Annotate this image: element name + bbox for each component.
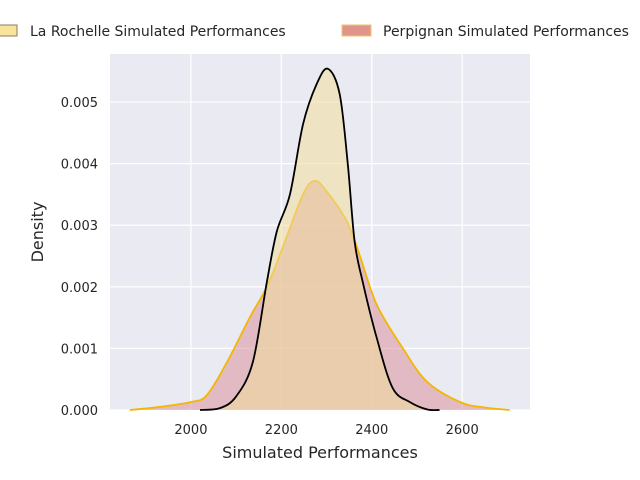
y-tick-label: 0.002 xyxy=(61,281,98,296)
x-tick-label: 2200 xyxy=(265,423,298,438)
x-tick-label: 2400 xyxy=(355,423,388,438)
y-tick-label: 0.004 xyxy=(61,158,98,173)
density-fill-la-rochelle xyxy=(199,68,440,411)
y-tick-label: 0.001 xyxy=(61,342,98,357)
y-tick-label: 0.005 xyxy=(61,96,98,111)
legend-label-perpignan: Perpignan Simulated Performances xyxy=(383,24,629,40)
legend-swatch-perpignan xyxy=(341,24,372,37)
y-tick-labels: 0.000 0.001 0.002 0.003 0.004 0.005 xyxy=(61,96,98,419)
y-tick-label: 0.003 xyxy=(61,219,98,234)
x-tick-label: 2600 xyxy=(446,423,479,438)
y-tick-label: 0.000 xyxy=(61,404,98,419)
legend: La Rochelle Simulated Performances Perpi… xyxy=(0,24,629,40)
x-axis-label: Simulated Performances xyxy=(222,443,418,462)
series-layer xyxy=(129,67,510,412)
y-axis-label: Density xyxy=(28,202,47,263)
legend-swatch-la-rochelle xyxy=(0,24,18,37)
x-tick-labels: 2000 2200 2400 2600 xyxy=(174,423,478,438)
density-line-la-rochelle xyxy=(199,67,440,412)
x-tick-label: 2000 xyxy=(174,423,207,438)
legend-label-la-rochelle: La Rochelle Simulated Performances xyxy=(30,24,286,40)
